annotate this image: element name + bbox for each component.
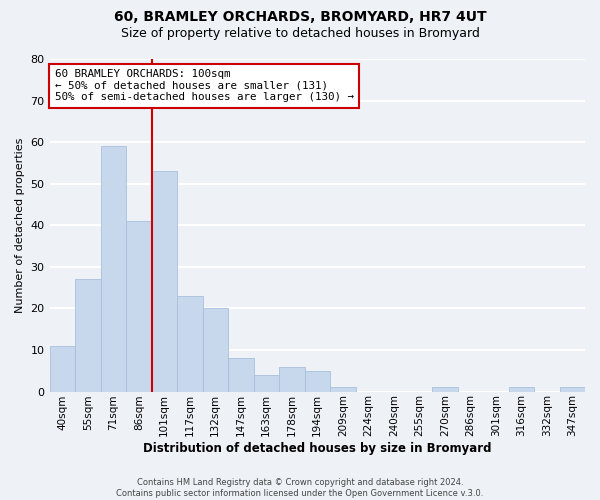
Bar xyxy=(560,388,585,392)
Bar xyxy=(177,296,203,392)
Bar xyxy=(432,388,458,392)
Text: Contains HM Land Registry data © Crown copyright and database right 2024.
Contai: Contains HM Land Registry data © Crown c… xyxy=(116,478,484,498)
Bar xyxy=(305,371,330,392)
Bar xyxy=(126,221,152,392)
Bar xyxy=(203,308,228,392)
Y-axis label: Number of detached properties: Number of detached properties xyxy=(15,138,25,313)
Bar xyxy=(330,388,356,392)
Text: 60, BRAMLEY ORCHARDS, BROMYARD, HR7 4UT: 60, BRAMLEY ORCHARDS, BROMYARD, HR7 4UT xyxy=(113,10,487,24)
Bar xyxy=(228,358,254,392)
X-axis label: Distribution of detached houses by size in Bromyard: Distribution of detached houses by size … xyxy=(143,442,491,455)
Text: 60 BRAMLEY ORCHARDS: 100sqm
← 50% of detached houses are smaller (131)
50% of se: 60 BRAMLEY ORCHARDS: 100sqm ← 50% of det… xyxy=(55,69,354,102)
Bar xyxy=(254,375,279,392)
Bar xyxy=(50,346,75,392)
Bar xyxy=(101,146,126,392)
Text: Size of property relative to detached houses in Bromyard: Size of property relative to detached ho… xyxy=(121,28,479,40)
Bar xyxy=(152,171,177,392)
Bar xyxy=(279,366,305,392)
Bar xyxy=(75,280,101,392)
Bar xyxy=(509,388,534,392)
